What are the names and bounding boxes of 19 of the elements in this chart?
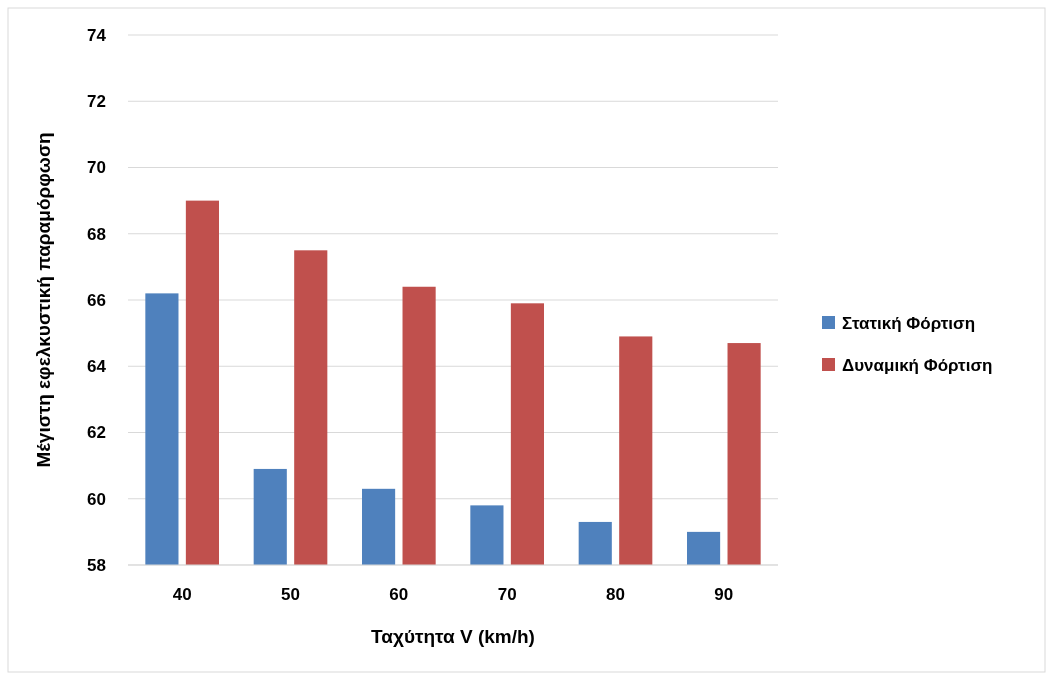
y-axis-title: Μέγιστη εφελκυστική παραμόρφωση (33, 132, 54, 468)
x-tick-label: 80 (606, 585, 625, 604)
legend-label: Στατική Φόρτιση (842, 313, 976, 333)
y-tick-label: 74 (87, 25, 107, 45)
y-tick-label: 62 (87, 423, 106, 443)
x-tick-label: 90 (714, 585, 734, 604)
y-tick-label: 70 (87, 158, 106, 178)
y-tick-label: 66 (87, 290, 106, 310)
x-tick-label: 40 (172, 585, 192, 604)
y-tick-label: 68 (87, 224, 106, 244)
y-tick-label: 72 (87, 92, 106, 112)
x-axis-title: Ταχύτητα V (km/h) (371, 626, 535, 647)
y-tick-label: 60 (87, 489, 106, 509)
x-tick-label: 50 (281, 585, 300, 604)
legend-label: Δυναμική Φόρτιση (842, 355, 993, 375)
y-tick-label: 58 (87, 555, 106, 575)
x-tick-label: 70 (497, 585, 517, 604)
x-tick-label: 60 (389, 585, 409, 604)
y-tick-label: 64 (87, 357, 107, 377)
